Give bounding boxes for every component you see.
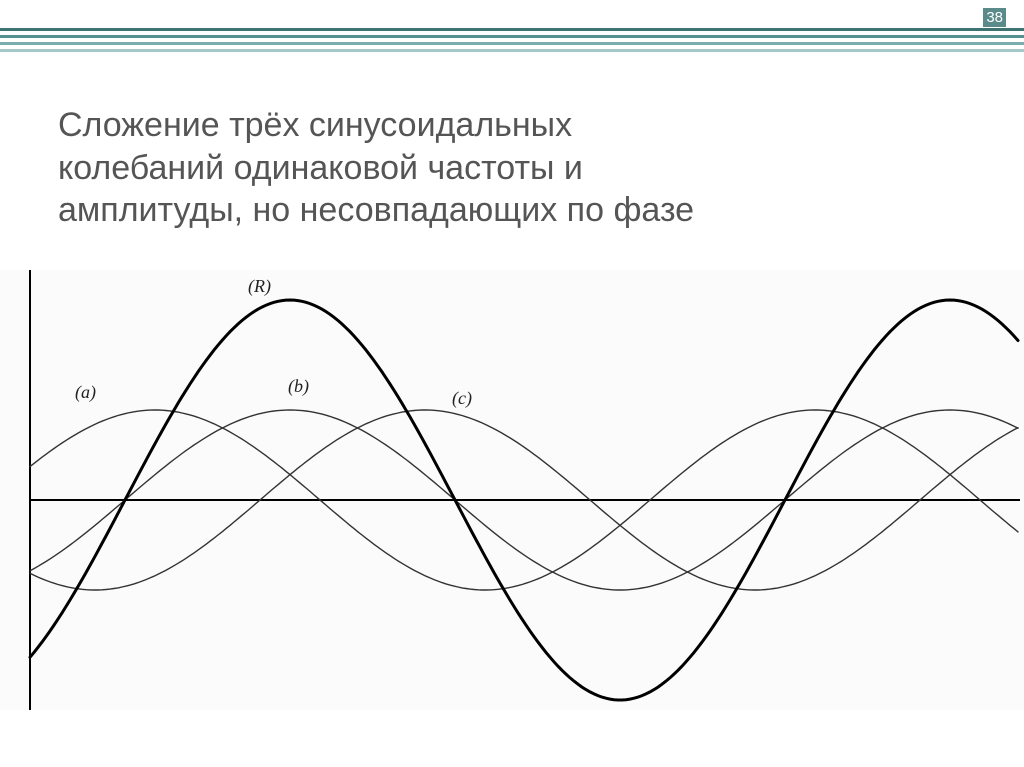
title-line-3: амплитуды, но несовпадающих по фазе <box>58 189 968 232</box>
page-number: 38 <box>983 8 1006 27</box>
wave-diagram: (a) (b) (c) (R) <box>0 270 1024 710</box>
header-rules-svg <box>0 28 1024 58</box>
curve-label-b: (b) <box>288 376 309 397</box>
curve-label-a: (a) <box>75 382 96 403</box>
curve-label-c: (c) <box>452 388 472 409</box>
title-line-2: колебаний одинаковой частоты и <box>58 147 968 190</box>
wave-svg: (a) (b) (c) (R) <box>0 270 1024 710</box>
page-title: Сложение трёх синусоидальных колебаний о… <box>58 104 968 232</box>
title-line-1: Сложение трёх синусоидальных <box>58 104 968 147</box>
header-rule-band <box>0 28 1024 58</box>
curve-label-R: (R) <box>248 276 271 297</box>
